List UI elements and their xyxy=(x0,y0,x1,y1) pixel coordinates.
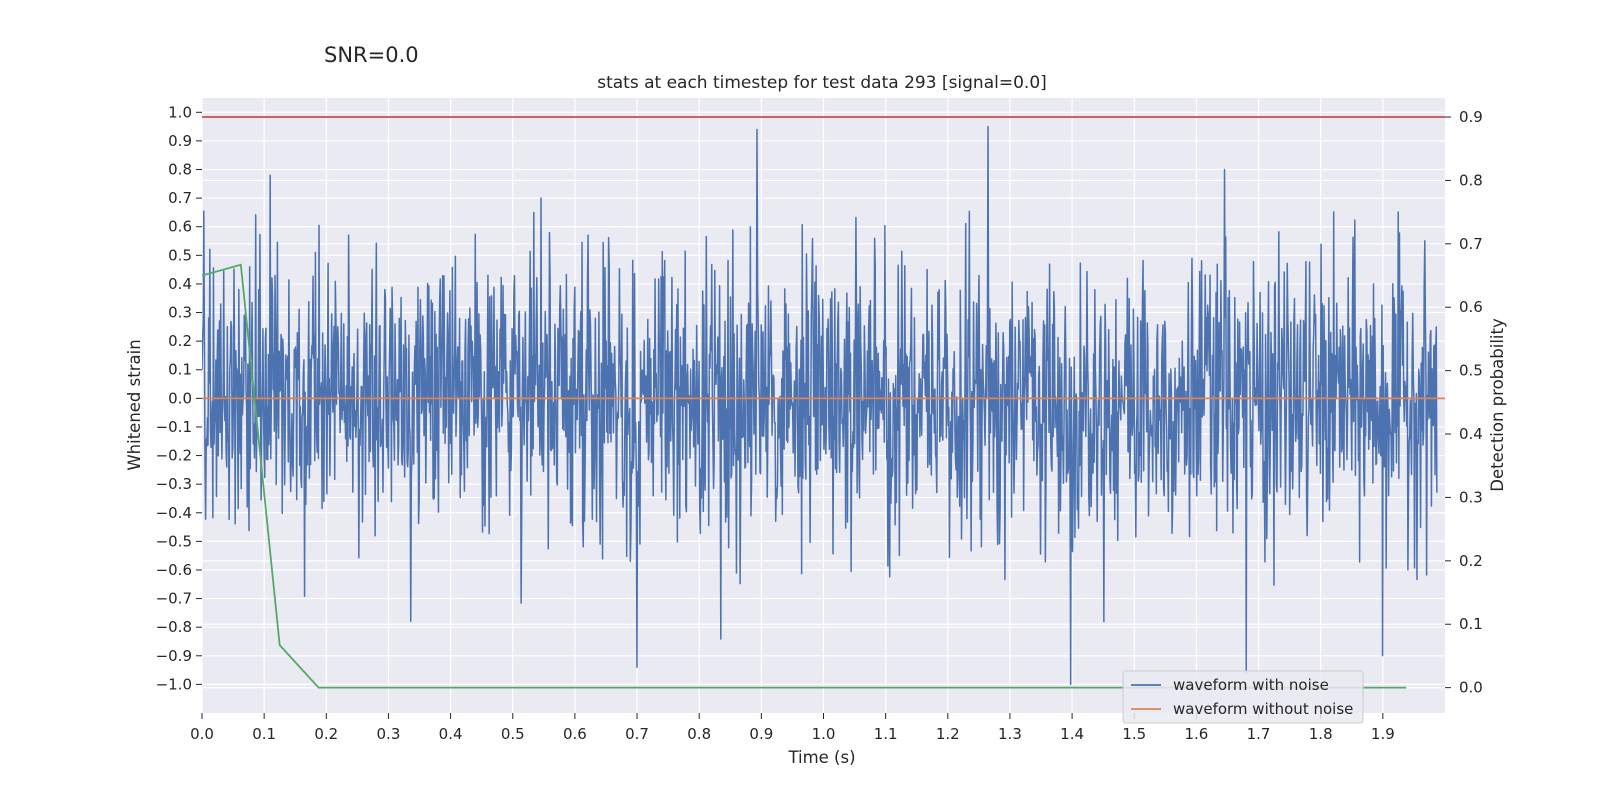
y-tick-label: −0.8 xyxy=(156,618,192,636)
y-right-tick-label: 0.4 xyxy=(1459,425,1483,443)
y-right-tick-label: 0.7 xyxy=(1459,235,1483,253)
x-tick-label: 0.0 xyxy=(190,725,214,743)
y-tick-label: 0.1 xyxy=(168,361,192,379)
y-tick-label: 0.9 xyxy=(168,132,192,150)
y-right-tick-label: 0.2 xyxy=(1459,552,1483,570)
y-tick-label: −0.5 xyxy=(156,532,192,550)
y-right-tick-label: 0.9 xyxy=(1459,108,1483,126)
x-tick-label: 0.9 xyxy=(749,725,773,743)
suptitle: SNR=0.0 xyxy=(324,43,419,67)
y-right-tick-label: 0.5 xyxy=(1459,362,1483,380)
y-tick-label: 0.3 xyxy=(168,304,192,322)
x-tick-label: 0.7 xyxy=(625,725,649,743)
x-tick-label: 1.6 xyxy=(1184,725,1208,743)
x-tick-label: 0.3 xyxy=(377,725,401,743)
x-axis-ticks: 0.0 0.1 0.2 0.3 0.4 0.5 0.6 0.7 0.8 0.9 1.0 1.1 1.2 1… xyxy=(190,713,1395,743)
x-tick-label: 1.0 xyxy=(812,725,836,743)
x-tick-label: 0.8 xyxy=(687,725,711,743)
x-tick-label: 1.8 xyxy=(1309,725,1333,743)
y-tick-label: 0.5 xyxy=(168,246,192,264)
y-right-tick-label: 0.1 xyxy=(1459,615,1483,633)
y-tick-label: 0.0 xyxy=(168,389,192,407)
x-tick-label: 1.1 xyxy=(874,725,898,743)
y-tick-label: −0.6 xyxy=(156,561,192,579)
y-axis-label: Whitened strain xyxy=(125,339,144,470)
y-right-tick-label: 0.8 xyxy=(1459,171,1483,189)
y-tick-label: −0.9 xyxy=(156,647,192,665)
y-tick-label: 0.6 xyxy=(168,218,192,236)
y-tick-label: 0.4 xyxy=(168,275,192,293)
y-right-axis-label: Detection probability xyxy=(1488,318,1507,492)
y-right-tick-label: 0.0 xyxy=(1459,679,1483,697)
y-right-tick-label: 0.6 xyxy=(1459,298,1483,316)
x-tick-label: 1.4 xyxy=(1060,725,1084,743)
x-tick-label: 1.3 xyxy=(998,725,1022,743)
series-waveform-with-noise xyxy=(202,125,1438,686)
x-tick-label: 0.1 xyxy=(252,725,276,743)
x-axis-label: Time (s) xyxy=(787,748,855,767)
x-tick-label: 1.2 xyxy=(936,725,960,743)
y-tick-label: −0.1 xyxy=(156,418,192,436)
legend-label-noise: waveform with noise xyxy=(1173,676,1329,694)
y-axis-ticks: 1.0 0.9 0.8 0.7 0.6 0.5 0.4 0.3 0.2 0.1 0.0 −0.1 −0.… xyxy=(156,103,202,693)
y-tick-label: −0.7 xyxy=(156,590,192,608)
y-tick-label: 0.2 xyxy=(168,332,192,350)
x-tick-label: 0.4 xyxy=(439,725,463,743)
x-tick-label: 0.6 xyxy=(563,725,587,743)
legend-label-clean: waveform without noise xyxy=(1173,700,1353,718)
y-right-tick-label: 0.3 xyxy=(1459,488,1483,506)
y-tick-label: −0.4 xyxy=(156,504,192,522)
chart-title: stats at each timestep for test data 293… xyxy=(597,73,1047,93)
x-tick-label: 1.7 xyxy=(1247,725,1271,743)
y-tick-label: 1.0 xyxy=(168,103,192,121)
x-tick-label: 1.9 xyxy=(1371,725,1395,743)
x-tick-label: 0.5 xyxy=(501,725,525,743)
y-tick-label: 0.8 xyxy=(168,161,192,179)
legend-box xyxy=(1122,670,1364,724)
y-tick-label: −0.3 xyxy=(156,475,192,493)
x-tick-label: 0.2 xyxy=(314,725,338,743)
y-tick-label: −1.0 xyxy=(156,675,192,693)
y-tick-label: 0.7 xyxy=(168,189,192,207)
y-tick-label: −0.2 xyxy=(156,447,192,465)
x-tick-label: 1.5 xyxy=(1122,725,1146,743)
legend: waveform with noise waveform without noi… xyxy=(1122,670,1364,724)
y-right-axis-ticks: 0.9 0.8 0.7 0.6 0.5 0.4 0.3 0.2 0.1 0.0 xyxy=(1445,108,1483,697)
